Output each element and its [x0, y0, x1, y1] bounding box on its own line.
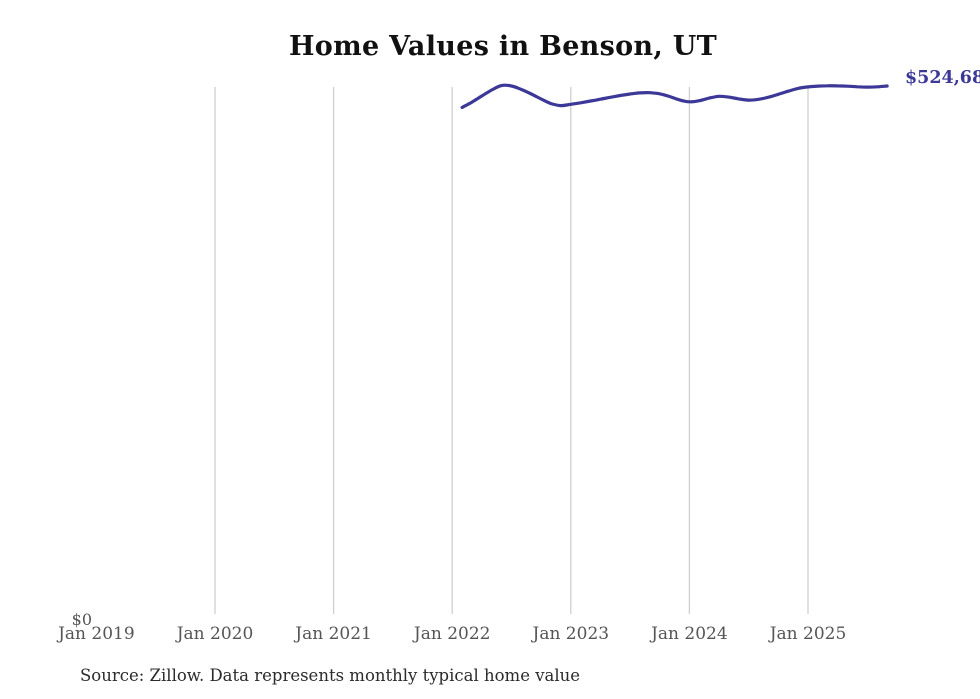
- end-value-label: $524,680: [905, 68, 980, 88]
- chart-title: Home Values in Benson, UT: [289, 31, 717, 62]
- x-axis-tick-label: Jan 2020: [176, 624, 254, 644]
- y-axis-zero-label: $0: [71, 610, 92, 629]
- gridlines: [214, 87, 809, 614]
- x-axis-tick-label: Jan 2022: [413, 624, 491, 644]
- x-axis-tick-label: Jan 2024: [651, 624, 728, 644]
- x-axis-tick-label: Jan 2023: [532, 624, 610, 644]
- source-note: Source: Zillow. Data represents monthly …: [80, 666, 581, 685]
- x-axis-tick-label: Jan 2021: [295, 624, 372, 644]
- x-axis-tick-label: Jan 2025: [769, 624, 847, 644]
- x-axis-tick-label: Jan 2019: [58, 624, 135, 644]
- home-value-line: [460, 83, 889, 110]
